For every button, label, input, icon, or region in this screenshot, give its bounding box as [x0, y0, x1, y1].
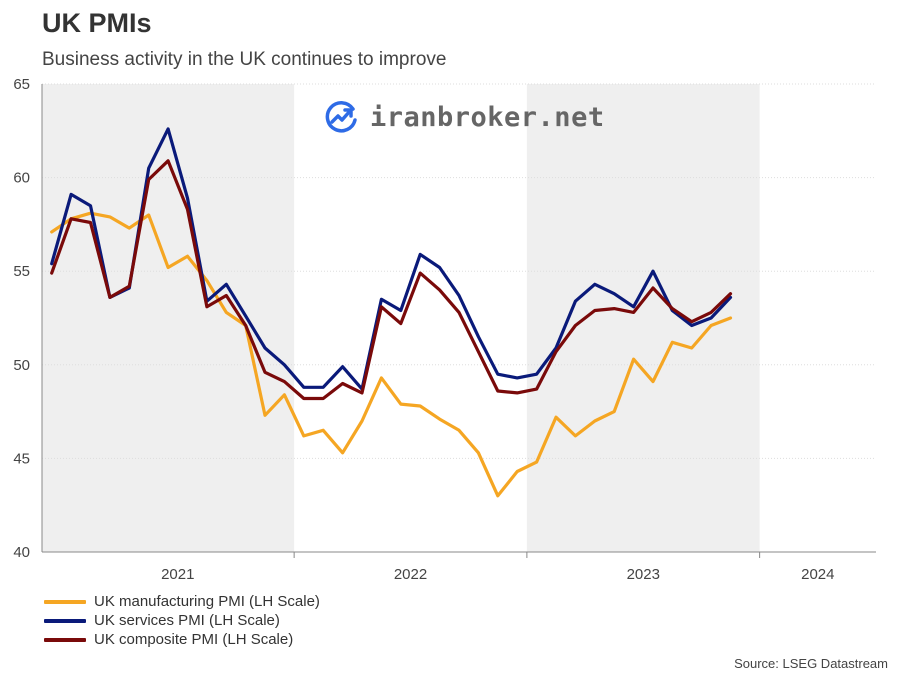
- series-line-composite: [50, 159, 733, 401]
- chart-subtitle: Business activity in the UK continues to…: [42, 49, 447, 70]
- legend: UK manufacturing PMI (LH Scale) UK servi…: [44, 592, 320, 649]
- legend-item-composite: UK composite PMI (LH Scale): [44, 630, 320, 649]
- y-tick-label-40: 40: [13, 544, 30, 561]
- y-tick-label-45: 45: [13, 450, 30, 467]
- y-tick-label-65: 65: [13, 76, 30, 93]
- watermark-text: iranbroker.net: [370, 101, 605, 133]
- y-tick-label-50: 50: [13, 357, 30, 374]
- legend-label-composite: UK composite PMI (LH Scale): [94, 631, 294, 648]
- watermark-logo: iranbroker.net: [322, 98, 605, 136]
- shaded-year-bands: [42, 84, 760, 552]
- legend-swatch-services: [44, 618, 86, 623]
- chart-title: UK PMIs: [42, 8, 152, 38]
- series-line-services: [50, 127, 733, 391]
- x-tick-label-2024: 2024: [801, 566, 834, 583]
- y-tick-label-55: 55: [13, 263, 30, 280]
- y-tick-label-60: 60: [13, 170, 30, 187]
- x-tick-label-2023: 2023: [627, 566, 660, 583]
- series-lines: [50, 127, 733, 498]
- legend-swatch-manufacturing: [44, 599, 86, 604]
- legend-label-manufacturing: UK manufacturing PMI (LH Scale): [94, 593, 320, 610]
- x-tick-label-2021: 2021: [161, 566, 194, 583]
- axes: 40 45 50 55 60 65 2021 2022 2023 2024: [13, 76, 876, 583]
- chart-logo-icon: [325, 101, 357, 133]
- x-tick-label-2022: 2022: [394, 566, 427, 583]
- legend-label-services: UK services PMI (LH Scale): [94, 612, 280, 629]
- shaded-band-2021: [42, 84, 295, 552]
- legend-swatch-composite: [44, 637, 86, 642]
- series-line-manufacturing: [50, 211, 733, 498]
- source-note: Source: LSEG Datastream: [734, 656, 888, 671]
- legend-item-services: UK services PMI (LH Scale): [44, 611, 320, 630]
- legend-item-manufacturing: UK manufacturing PMI (LH Scale): [44, 592, 320, 611]
- shaded-band-2023: [526, 84, 760, 552]
